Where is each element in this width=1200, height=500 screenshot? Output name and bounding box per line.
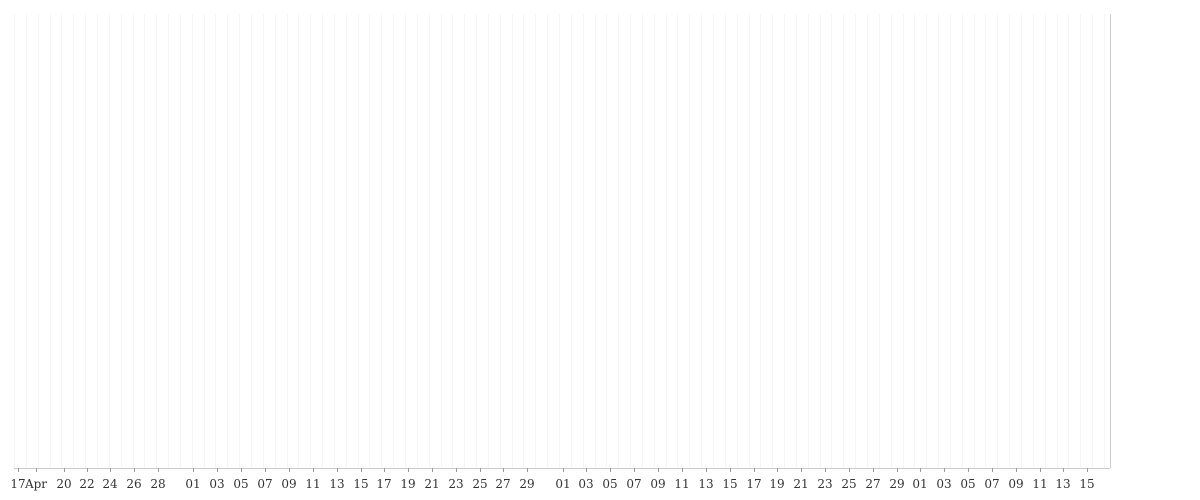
x-tick-label: 07 (626, 477, 641, 491)
x-tick-label: 19 (769, 477, 784, 491)
x-tick-label: 03 (209, 477, 224, 491)
x-tick-label: 17 (746, 477, 761, 491)
x-tick-label: 22 (79, 477, 94, 491)
x-tick-label: 09 (1008, 477, 1023, 491)
x-tick-label: 01 (912, 477, 927, 491)
x-tick-label: 03 (936, 477, 951, 491)
x-tick-label: 17 (376, 477, 391, 491)
x-tick-label: Apr (24, 477, 47, 491)
x-tick-label: 24 (102, 477, 118, 491)
x-tick-label: 07 (257, 477, 272, 491)
x-tick-label: 27 (495, 477, 510, 491)
x-tick-label: 05 (960, 477, 975, 491)
x-tick-label: 05 (602, 477, 617, 491)
x-tick-label: 01 (555, 477, 570, 491)
x-tick-label: 03 (578, 477, 593, 491)
x-tick-label: 05 (233, 477, 248, 491)
x-tick-label: 15 (1079, 477, 1094, 491)
x-tick-label: 21 (424, 477, 439, 491)
x-tick-label: 26 (126, 477, 141, 491)
x-tick-label: 11 (674, 477, 689, 491)
x-tick-label: 28 (150, 477, 165, 491)
x-tick-label: 15 (353, 477, 368, 491)
x-tick-label: 20 (56, 477, 71, 491)
x-tick-label: 07 (984, 477, 999, 491)
x-tick-label: 09 (650, 477, 665, 491)
x-tick-label: 11 (1032, 477, 1047, 491)
x-axis-ticks: 17 Apr 20 22 24 26 28 01 03 05 07 09 11 13 15 17 19 21 23 2… (10, 468, 1095, 491)
x-tick-label: 23 (817, 477, 832, 491)
x-tick-label: 13 (329, 477, 344, 491)
grid (14, 14, 1105, 468)
x-tick-label: 23 (448, 477, 463, 491)
x-tick-label: 15 (722, 477, 737, 491)
x-tick-label: 25 (472, 477, 487, 491)
x-tick-label: 17 (10, 477, 25, 491)
x-tick-label: 27 (865, 477, 880, 491)
axes (14, 14, 1111, 469)
x-tick-label: 09 (281, 477, 296, 491)
x-tick-label: 19 (400, 477, 415, 491)
x-tick-label: 13 (1055, 477, 1070, 491)
x-tick-label: 21 (793, 477, 808, 491)
x-tick-label: 13 (698, 477, 713, 491)
x-tick-label: 29 (889, 477, 904, 491)
x-tick-label: 29 (519, 477, 534, 491)
x-tick-label: 11 (305, 477, 320, 491)
x-tick-label: 25 (841, 477, 856, 491)
x-tick-label: 01 (185, 477, 200, 491)
